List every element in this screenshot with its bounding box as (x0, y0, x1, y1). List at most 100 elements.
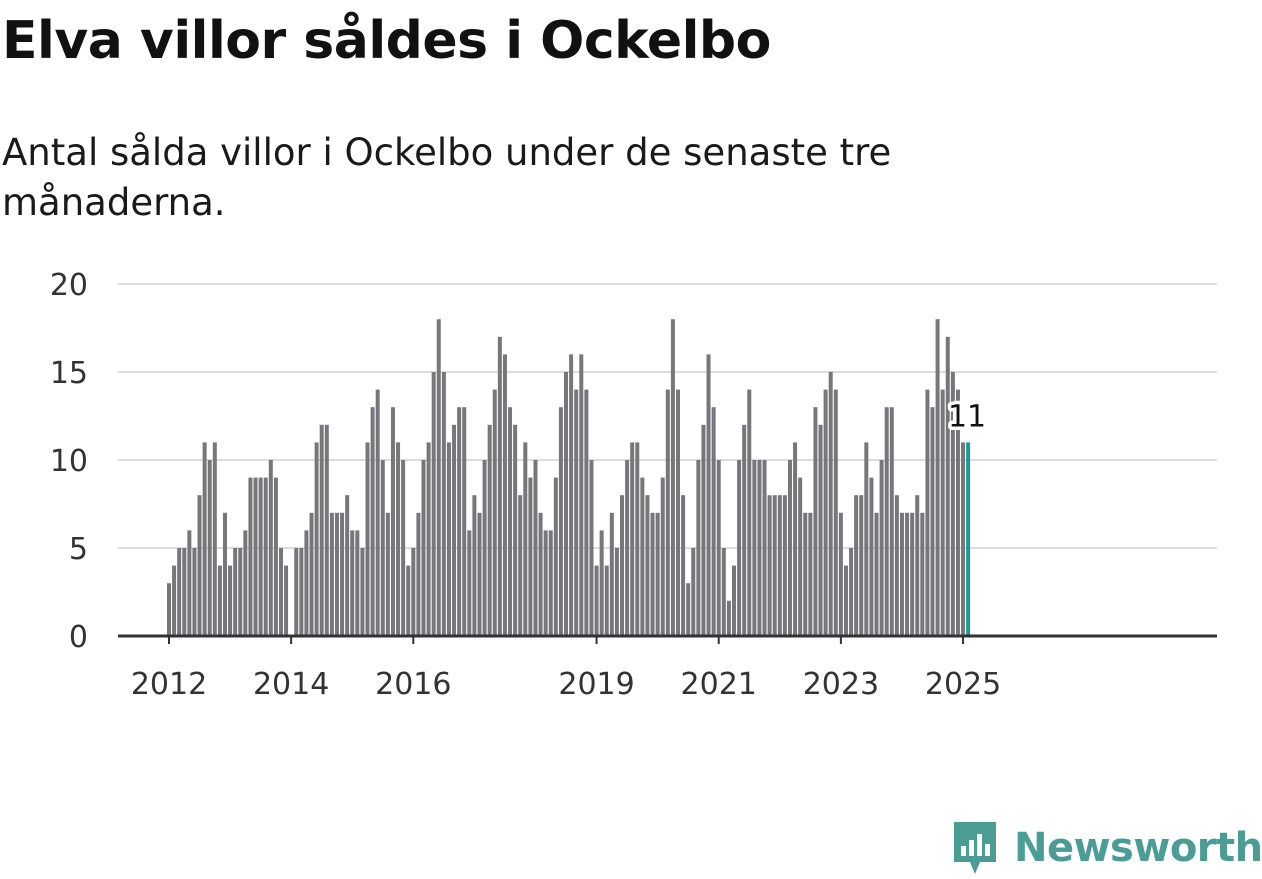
bar (670, 319, 675, 636)
bar (777, 495, 782, 636)
bar (177, 548, 182, 636)
y-axis-labels: 0 5 10 15 20 (50, 268, 88, 655)
bar (660, 477, 665, 636)
bar (446, 442, 451, 636)
bar (452, 424, 457, 636)
bar (217, 565, 222, 636)
bar (182, 548, 187, 636)
bar (472, 495, 477, 636)
bar (609, 512, 614, 636)
bar (284, 565, 289, 636)
bar (625, 460, 630, 636)
brand-name: Newsworthy (1014, 825, 1262, 871)
bar (569, 354, 574, 636)
bar (329, 512, 334, 636)
y-tick-label: 10 (50, 444, 88, 479)
bar (273, 477, 278, 636)
bar (747, 389, 752, 636)
bar (406, 565, 411, 636)
bar (243, 530, 248, 636)
bar (228, 565, 233, 636)
bar (910, 512, 915, 636)
bar (762, 460, 767, 636)
bar (324, 424, 329, 636)
bar (421, 460, 426, 636)
bar (655, 512, 660, 636)
bar (589, 460, 594, 636)
bar (553, 477, 558, 636)
bar (961, 442, 966, 636)
bar (294, 548, 299, 636)
x-tick-label: 2012 (131, 667, 207, 702)
bar (945, 336, 950, 636)
latest-value-label: 11 (948, 399, 986, 434)
bar (508, 407, 513, 636)
bar (492, 389, 497, 636)
bar (884, 407, 889, 636)
bar (782, 495, 787, 636)
bar (350, 530, 355, 636)
bar (319, 424, 324, 636)
bar (681, 495, 686, 636)
bar (370, 407, 375, 636)
bar (258, 477, 263, 636)
bar (721, 548, 726, 636)
bar (899, 512, 904, 636)
bar (716, 460, 721, 636)
bar (594, 565, 599, 636)
bar (864, 442, 869, 636)
bars (167, 319, 971, 636)
bar (238, 548, 243, 636)
bar (828, 372, 833, 636)
bar (767, 495, 772, 636)
bar (202, 442, 207, 636)
y-tick-label: 20 (50, 268, 88, 303)
bar (533, 460, 538, 636)
bar (905, 512, 910, 636)
bar (920, 512, 925, 636)
bar (854, 495, 859, 636)
bar (650, 512, 655, 636)
bar (548, 530, 553, 636)
bar (772, 495, 777, 636)
y-tick-label: 5 (69, 532, 88, 567)
bar (212, 442, 217, 636)
bar (574, 389, 579, 636)
bar (676, 389, 680, 636)
bar (233, 548, 238, 636)
bar (436, 319, 441, 636)
bar (416, 512, 421, 636)
bar (726, 600, 731, 636)
x-axis-ticks: 2012 2014 2016 2019 2021 2023 2025 (131, 636, 1001, 702)
bar (691, 548, 696, 636)
chart-title: Elva villor såldes i Ockelbo (2, 11, 771, 71)
bar (813, 407, 818, 636)
bar (411, 548, 416, 636)
bar (558, 407, 563, 636)
bar (935, 319, 940, 636)
bar (564, 372, 569, 636)
bar (172, 565, 177, 636)
bar (426, 442, 431, 636)
bar (640, 477, 645, 636)
bar (620, 495, 625, 636)
bar (930, 407, 935, 636)
bar (340, 512, 345, 636)
bar (197, 495, 202, 636)
bar (869, 477, 874, 636)
bar (263, 477, 268, 636)
bar (701, 424, 706, 636)
x-tick-label: 2023 (803, 667, 879, 702)
bar (843, 565, 848, 636)
bar (538, 512, 543, 636)
bar (849, 548, 854, 636)
bar (808, 512, 813, 636)
bar (304, 530, 309, 636)
bar (309, 512, 314, 636)
bar (167, 583, 171, 636)
bar (838, 512, 843, 636)
bar (859, 495, 864, 636)
x-tick-label: 2019 (558, 667, 634, 702)
bar (314, 442, 319, 636)
bar-chart: 0 5 10 15 20 2012 2014 2016 2019 2021 2023 2025 11 (50, 268, 1217, 702)
